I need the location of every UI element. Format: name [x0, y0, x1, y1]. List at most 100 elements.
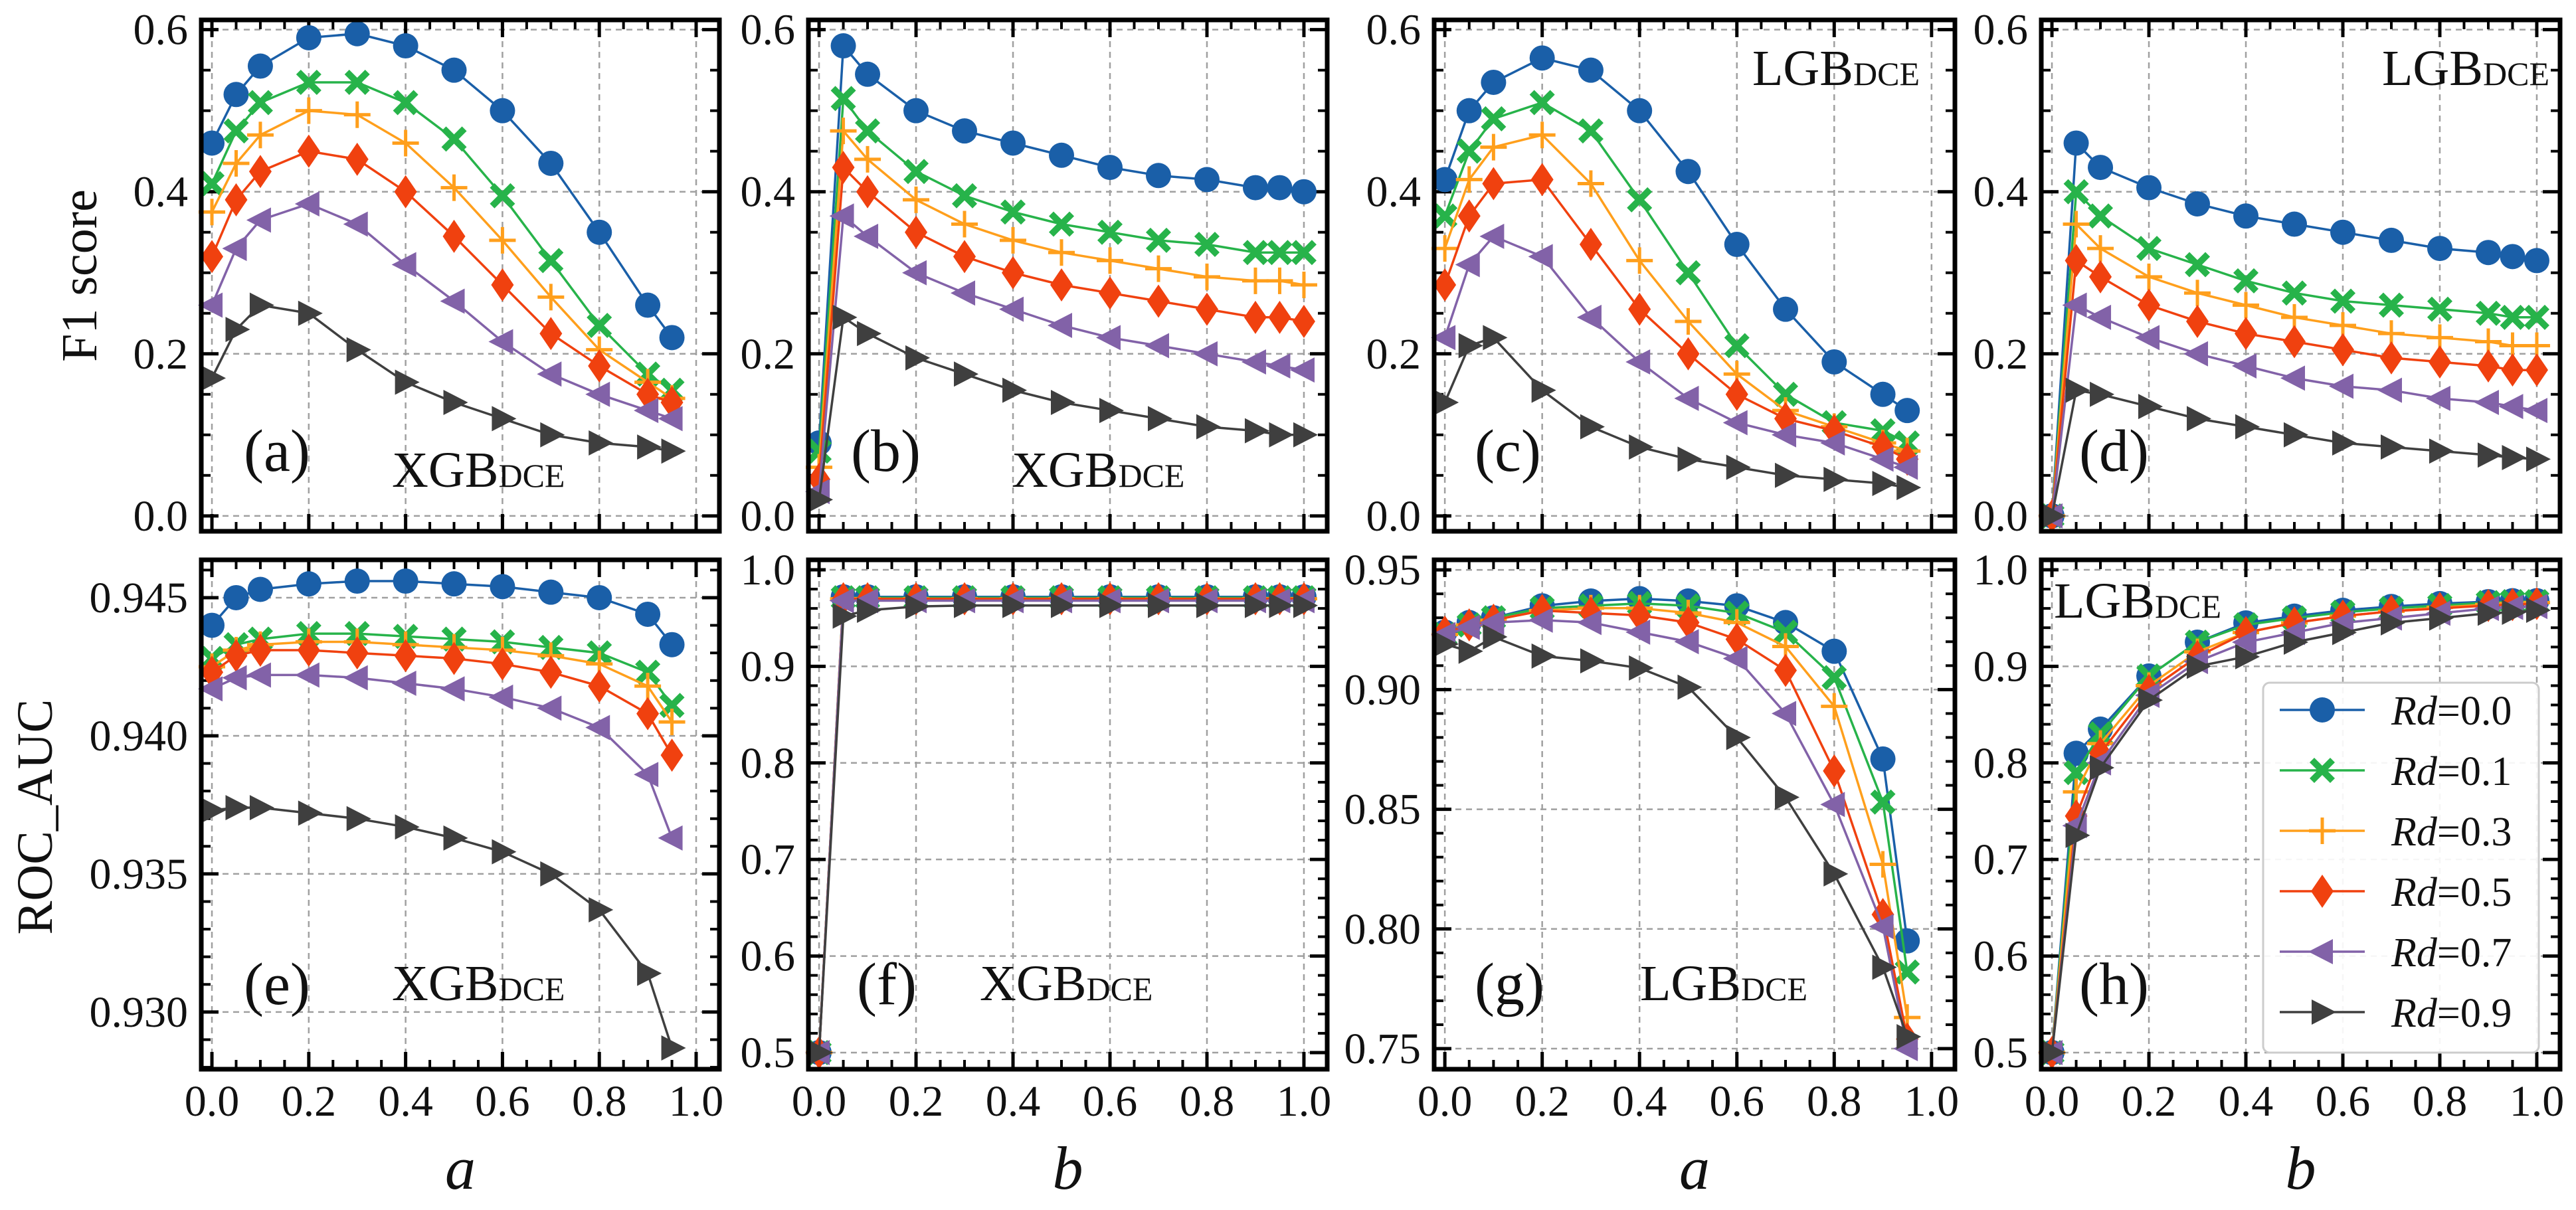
data-point: [2233, 292, 2260, 319]
data-point: [2525, 353, 2548, 387]
data-point: [1674, 385, 1699, 411]
data-point: [539, 317, 563, 351]
data-point: [1194, 167, 1220, 193]
y-tick-label: 0.8: [1974, 739, 2029, 788]
data-point: [346, 806, 371, 831]
data-point: [246, 122, 274, 149]
data-point: [392, 130, 419, 157]
data-point: [2282, 280, 2308, 306]
data-point: [2380, 610, 2405, 636]
data-point: [249, 795, 274, 821]
data-point: [829, 203, 854, 229]
series-rd-0-0: [199, 21, 685, 351]
legend-value: =0.9: [2437, 991, 2512, 1036]
data-point: [1145, 255, 1172, 282]
data-point: [585, 715, 610, 740]
panel-label: (d): [2079, 418, 2149, 484]
data-point: [1048, 239, 1075, 266]
data-point: [2476, 349, 2500, 383]
data-point: [222, 665, 247, 691]
data-point: [2378, 227, 2404, 253]
data-point: [295, 97, 322, 124]
data-point: [395, 814, 420, 840]
model-name: XGB: [1012, 442, 1118, 498]
data-point: [854, 145, 881, 173]
series-rd-0-5: [2041, 244, 2548, 533]
data-point: [443, 825, 468, 851]
y-tick-label: 0.8: [741, 739, 796, 788]
y-tick-label: 0.2: [1974, 330, 2029, 379]
data-point: [393, 568, 418, 594]
legend-marker: [2310, 758, 2335, 783]
data-point: [539, 655, 563, 689]
data-point: [346, 337, 371, 363]
data-point: [2232, 353, 2257, 379]
legend: Rd=0.0Rd=0.1Rd=0.3Rd=0.5Rd=0.7Rd=0.9: [2262, 681, 2540, 1054]
series-line: [211, 673, 674, 839]
data-point: [1627, 98, 1653, 124]
x-tick-label: 0.0: [2025, 1077, 2080, 1126]
data-point: [538, 150, 564, 176]
series-rd-0-1: [806, 86, 1317, 464]
x-axis-label: a: [445, 1134, 476, 1202]
axes-frame: [199, 17, 722, 534]
data-point: [2235, 317, 2258, 351]
y-tick-label: 0.0: [741, 492, 796, 541]
data-point: [1775, 462, 1800, 488]
data-point: [223, 82, 249, 108]
series-rd-0-7: [1431, 607, 1918, 1062]
data-point: [343, 665, 368, 691]
data-point: [587, 313, 612, 339]
data-point: [1625, 349, 1651, 375]
y-tick-label: 0.6: [741, 6, 796, 54]
data-point: [1628, 292, 1651, 326]
x-tick-label: 1.0: [1904, 1077, 1960, 1126]
data-point: [1823, 754, 1846, 788]
data-point: [661, 438, 686, 464]
data-point: [222, 236, 247, 262]
data-point: [223, 584, 249, 610]
x-tick-label: 0.0: [792, 1077, 847, 1126]
data-point: [298, 300, 323, 326]
data-point: [1267, 240, 1293, 266]
data-point: [2185, 191, 2211, 217]
legend-value: =0.7: [2437, 930, 2512, 976]
axes-frame: [1431, 17, 1958, 534]
data-point: [2332, 620, 2357, 646]
data-point: [344, 21, 370, 46]
data-point: [854, 223, 879, 249]
data-point: [1724, 333, 1750, 359]
data-point: [808, 1039, 834, 1065]
data-point: [832, 304, 858, 330]
data-point: [830, 33, 856, 59]
data-point: [391, 252, 416, 278]
data-point: [1675, 307, 1702, 335]
model-name: LGB: [2382, 41, 2483, 96]
data-point: [2526, 598, 2551, 624]
panel-d: 0.0 0.2 0.4 0.6 (d) LGBDCE: [1974, 6, 2563, 541]
model-label: XGBDCE: [392, 956, 565, 1011]
legend-value: =0.3: [2437, 810, 2512, 855]
data-point: [1481, 69, 1507, 95]
data-point: [249, 292, 274, 318]
data-point: [1433, 268, 1457, 302]
data-point: [2429, 438, 2454, 464]
data-point: [634, 398, 659, 424]
data-point: [1269, 422, 1294, 448]
data-point: [829, 588, 854, 614]
data-point: [905, 215, 928, 249]
grid: [201, 560, 719, 1069]
model-label: LGBDCE: [2054, 573, 2221, 629]
data-point: [1893, 454, 1918, 480]
data-point: [1193, 263, 1220, 290]
panel-a: 0.0 0.2 0.4 0.6 (a) XGBDCE: [134, 6, 722, 541]
data-point: [1147, 406, 1172, 432]
data-point: [248, 155, 272, 189]
legend-value: =0.5: [2437, 870, 2512, 915]
data-point: [2090, 755, 2115, 781]
data-point: [394, 639, 417, 673]
data-point: [488, 684, 513, 710]
data-point: [1677, 337, 1700, 371]
data-point: [345, 636, 369, 670]
series-rd-0-9: [808, 592, 1318, 1065]
